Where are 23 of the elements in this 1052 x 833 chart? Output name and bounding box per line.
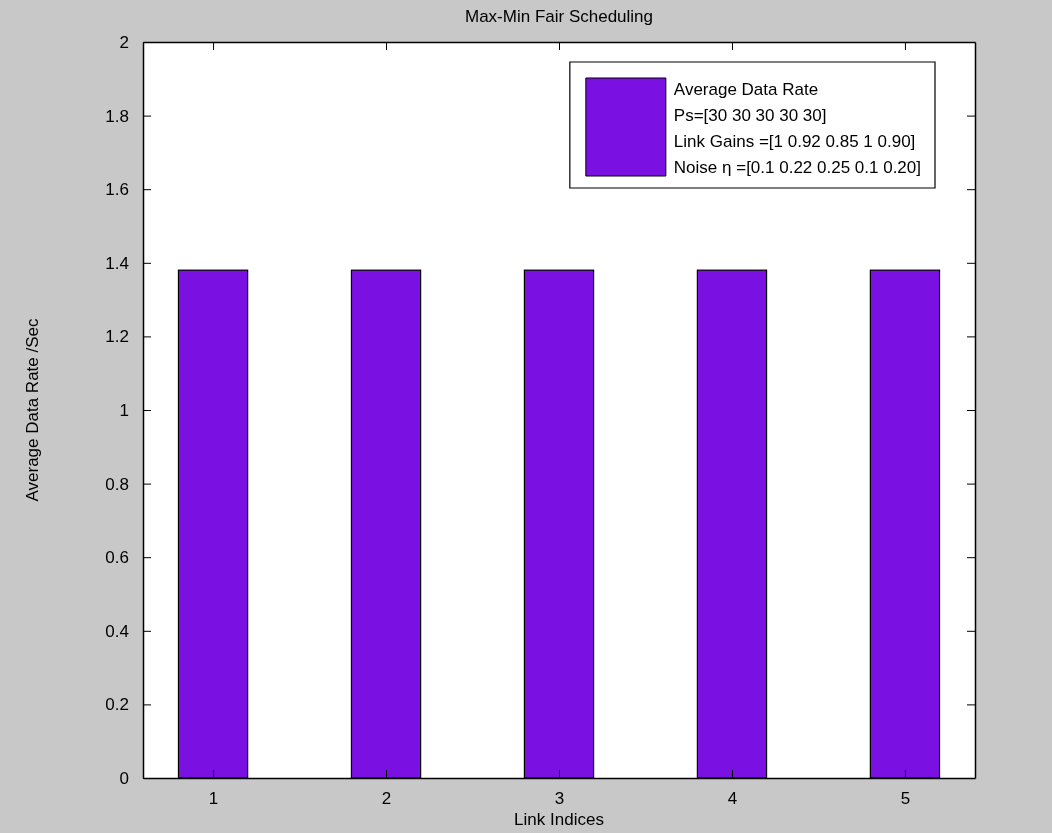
x-tick-label: 5 <box>900 789 911 809</box>
y-tick-label: 1.6 <box>105 180 129 200</box>
x-tick-label: 4 <box>727 789 738 809</box>
annotation: Link Gains =[1 0.92 0.85 1 0.90] <box>673 132 916 151</box>
y-tick-label: 2 <box>119 32 129 52</box>
annotation: Noise η =[0.1 0.22 0.25 0.1 0.20] <box>673 158 921 177</box>
y-tick-label: 0.2 <box>105 695 129 715</box>
x-tick-label: 3 <box>554 789 565 809</box>
y-tick-label: 0.6 <box>105 548 129 568</box>
y-tick-label: 1.4 <box>105 253 129 273</box>
legend: Average Data Rate Ps=[30 30 30 30 30] Link Gains =[1 0.92 0.85 1 0.90] Noise η =[0.1 0.22 0.25 0.1 0.20] <box>569 61 936 189</box>
y-tick-label: 1 <box>119 400 129 420</box>
y-tick-label: 0 <box>119 768 129 788</box>
y-tick-label: 0.8 <box>105 474 129 494</box>
y-axis-title: Average Data Rate /Sec <box>23 317 42 502</box>
x-axis-title: Link Indices <box>514 810 604 829</box>
chart-title: Max-Min Fair Scheduling <box>464 7 654 26</box>
annotation: Ps=[30 30 30 30 30] <box>673 106 827 125</box>
y-tick-label: 1.8 <box>105 106 129 126</box>
y-tick-label: 1.2 <box>105 327 129 347</box>
x-tick-label: 1 <box>208 789 219 809</box>
x-tick-label: 2 <box>381 789 392 809</box>
y-tick-label: 0.4 <box>105 621 129 641</box>
